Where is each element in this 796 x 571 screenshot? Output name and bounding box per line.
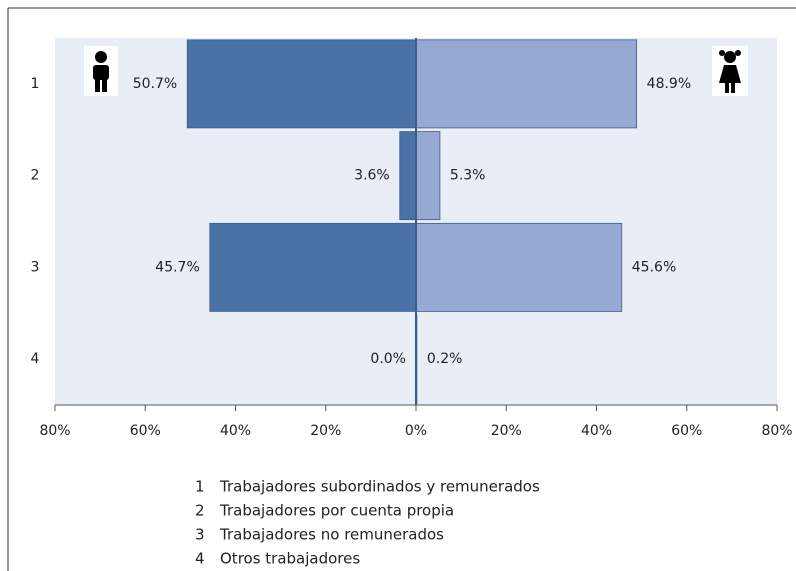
legend-label: Trabajadores por cuenta propia	[219, 502, 454, 520]
x-tick-label: 80%	[39, 423, 70, 439]
bars: 50.7% 48.9% 3.6% 5.3% 45.7% 45.6% 0.0% 0.2%	[133, 38, 691, 405]
y-tick-label: 4	[31, 351, 40, 367]
boy-icon	[84, 46, 118, 96]
y-tick-label: 2	[31, 168, 40, 184]
legend-key: 2	[195, 502, 205, 520]
bar	[186, 39, 417, 129]
legend-key: 4	[195, 550, 205, 568]
legend-key: 3	[195, 526, 205, 544]
x-tick-label: 20%	[310, 423, 341, 439]
bar	[399, 131, 417, 221]
x-tick-label: 40%	[220, 423, 251, 439]
bar	[209, 222, 417, 312]
y-tick-label: 3	[31, 259, 40, 275]
girl-icon	[712, 46, 748, 96]
x-tick-label: 20%	[491, 423, 522, 439]
x-tick-label: 0%	[405, 423, 427, 439]
x-tick-label: 60%	[671, 423, 702, 439]
x-tick-label: 60%	[130, 423, 161, 439]
value-label: 45.7%	[155, 259, 199, 275]
legend-key: 1	[195, 478, 205, 496]
x-tick-label: 40%	[581, 423, 612, 439]
value-label: 0.0%	[370, 351, 406, 367]
bar	[415, 131, 441, 221]
legend-label: Trabajadores no remunerados	[219, 526, 444, 544]
y-tick-label: 1	[31, 76, 40, 92]
bar	[415, 222, 623, 312]
value-label: 5.3%	[450, 168, 486, 184]
value-label: 0.2%	[427, 351, 463, 367]
bar	[415, 39, 638, 129]
legend-label: Otros trabajadores	[220, 550, 360, 568]
value-label: 45.6%	[632, 259, 676, 275]
legend: 1 Trabajadores subordinados y remunerados…	[195, 478, 540, 568]
value-label: 48.9%	[647, 76, 691, 92]
value-label: 50.7%	[133, 76, 177, 92]
legend-label: Trabajadores subordinados y remunerados	[219, 478, 540, 496]
x-axis: 1 2 3 4 80% 60% 40% 20% 0% 20% 40% 60% 80%	[31, 76, 793, 439]
value-label: 3.6%	[354, 168, 390, 184]
x-tick-label: 80%	[761, 423, 792, 439]
